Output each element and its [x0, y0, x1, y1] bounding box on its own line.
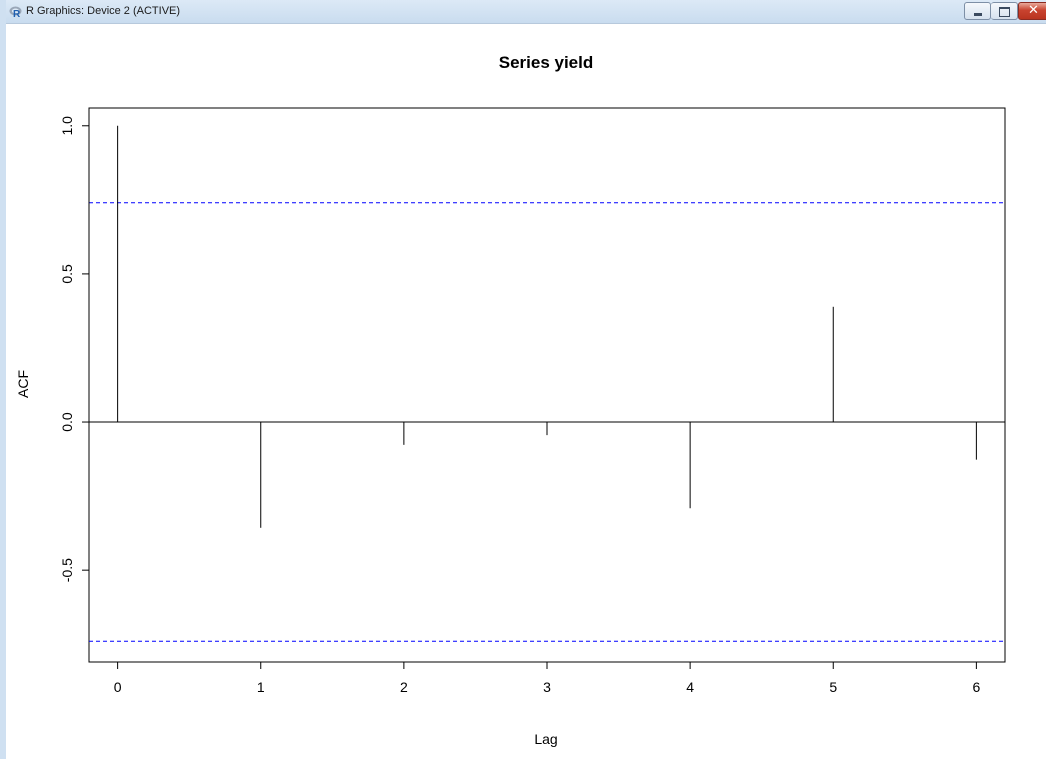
svg-text:R: R [13, 9, 21, 18]
close-icon: ✕ [1028, 3, 1039, 18]
maximize-icon [999, 7, 1010, 17]
y-tick-label: 1.0 [59, 116, 75, 136]
acf-plot: Series yield 0 1 2 3 4 5 6 -0.5 0.0 0.5 1.0 Lag A… [15, 53, 1006, 747]
close-button[interactable]: ✕ [1018, 2, 1046, 20]
y-tick-label: -0.5 [59, 558, 75, 582]
y-tick-label: 0.5 [59, 264, 75, 284]
x-axis-label: Lag [534, 731, 557, 747]
r-logo-icon: R [9, 6, 22, 18]
x-tick-label: 3 [543, 679, 551, 695]
plot-title: Series yield [499, 53, 594, 72]
plot-frame [88, 107, 1006, 663]
x-tick-label: 6 [972, 679, 980, 695]
x-tick-label: 5 [829, 679, 837, 695]
y-axis-label: ACF [15, 370, 31, 398]
x-tick-label: 0 [114, 679, 122, 695]
x-tick-label: 1 [257, 679, 265, 695]
title-bar[interactable]: R R Graphics: Device 2 (ACTIVE) ✕ [6, 0, 1046, 24]
x-tick-label: 2 [400, 679, 408, 695]
minimize-button[interactable] [964, 2, 991, 20]
window-title: R Graphics: Device 2 (ACTIVE) [26, 5, 181, 17]
y-tick-label: 0.0 [59, 412, 75, 432]
x-tick-label: 4 [686, 679, 694, 695]
maximize-button[interactable] [991, 2, 1018, 20]
minimize-icon [974, 13, 982, 16]
